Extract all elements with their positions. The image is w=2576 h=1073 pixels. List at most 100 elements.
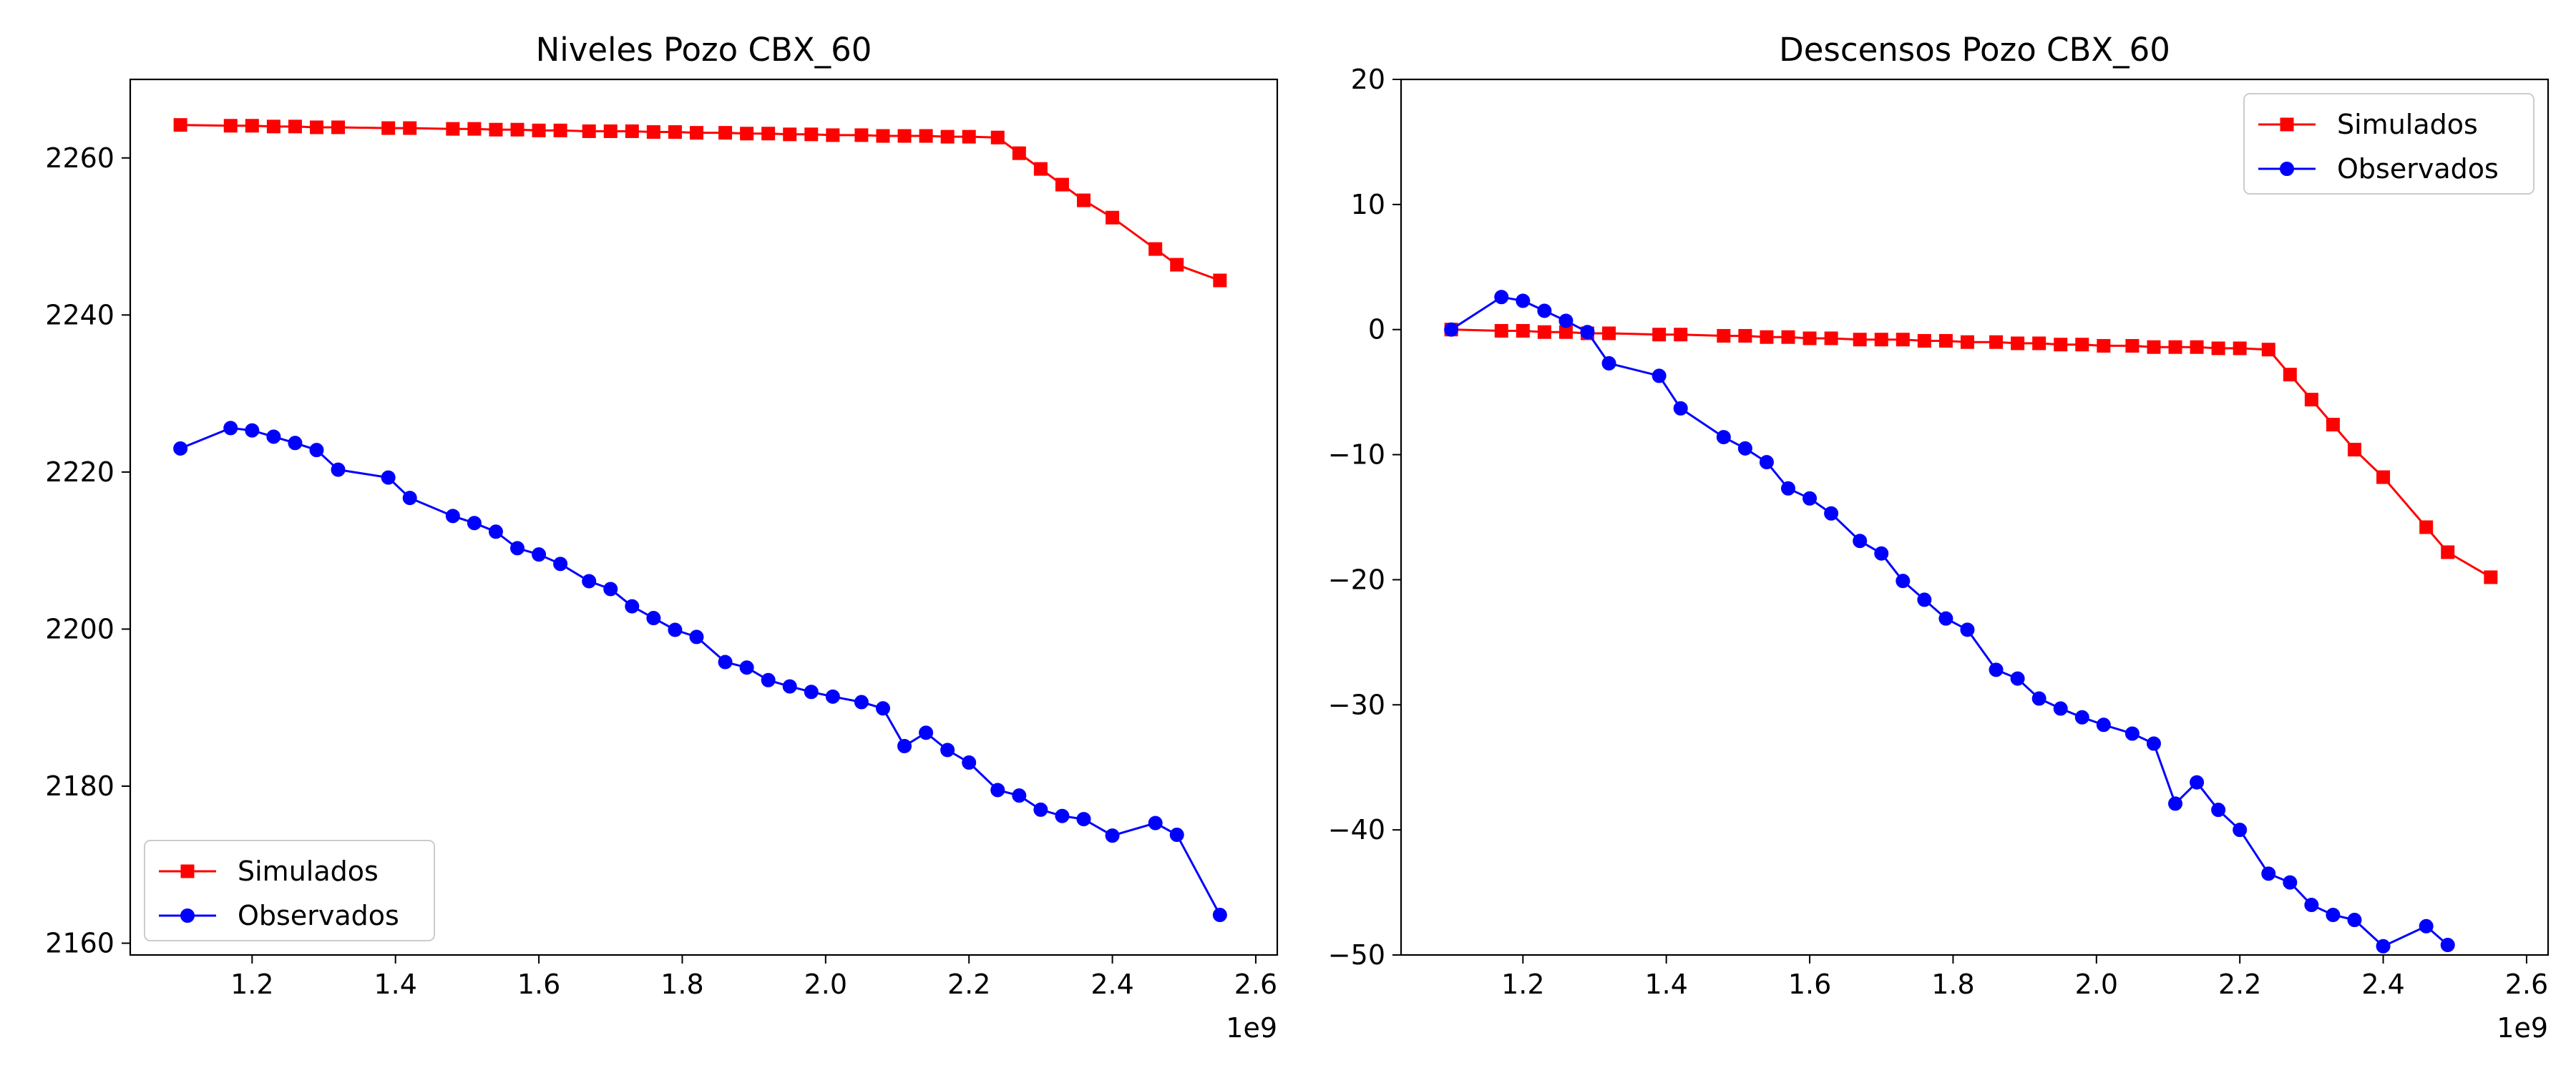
axes-frame	[129, 78, 1279, 956]
data-point	[467, 516, 482, 531]
data-point	[990, 783, 1005, 798]
data-point	[1076, 193, 1091, 207]
data-point	[1824, 506, 1839, 521]
data-point	[1874, 546, 1889, 561]
y-tick-label: 20	[1351, 64, 1385, 95]
data-point	[1824, 331, 1838, 346]
data-point	[245, 119, 259, 133]
y-tick-label: −30	[1328, 689, 1385, 720]
data-point	[2261, 866, 2276, 881]
data-point	[381, 121, 396, 135]
data-point	[897, 738, 912, 753]
data-point	[1212, 908, 1227, 923]
axes-frame	[1400, 78, 2550, 956]
series-observados	[173, 421, 1227, 923]
x-tick-label: 1.6	[517, 969, 560, 1000]
legend: Simulados Observados	[2243, 93, 2534, 195]
data-point	[1652, 328, 1667, 342]
data-point	[1105, 828, 1120, 843]
data-point	[689, 629, 704, 645]
data-point	[625, 124, 639, 138]
data-point	[553, 557, 568, 572]
x-tick-label: 2.2	[947, 969, 990, 1000]
legend-marker	[180, 864, 195, 878]
data-point	[1170, 258, 1184, 272]
data-point	[331, 120, 346, 134]
y-tick-label: −10	[1328, 439, 1385, 471]
chart-panel-1: Niveles Pozo CBX_60 1.2 1.4 1.6 1.8 2.0 2.2 2.4…	[45, 31, 1279, 1044]
x-offset-label: 1e9	[1226, 1012, 1277, 1044]
data-point	[510, 541, 525, 556]
data-point	[223, 119, 238, 133]
data-point	[1602, 326, 1616, 340]
data-point	[1558, 313, 1574, 328]
data-point	[740, 127, 754, 141]
data-point	[1444, 322, 1459, 337]
data-point	[1737, 441, 1752, 456]
data-point	[804, 127, 819, 142]
data-point	[489, 122, 503, 137]
plot-area	[1444, 290, 2498, 954]
x-offset-label: 1e9	[2497, 1012, 2548, 1044]
data-point	[783, 127, 797, 142]
data-point	[2440, 938, 2455, 953]
x-tick-label: 1.4	[1644, 969, 1687, 1000]
data-point	[288, 119, 302, 134]
data-point	[2441, 545, 2455, 559]
data-point	[2326, 418, 2340, 432]
y-tick-label: 0	[1368, 314, 1385, 346]
data-point	[990, 130, 1005, 144]
data-point	[2074, 710, 2089, 725]
data-point	[2233, 823, 2248, 838]
x-tick-label: 2.0	[804, 969, 847, 1000]
data-point	[1516, 323, 1530, 338]
data-point	[1989, 662, 2004, 677]
data-point	[2484, 570, 2498, 584]
x-tick-label: 2.6	[2505, 969, 2548, 1000]
data-point	[1106, 210, 1120, 225]
data-point	[553, 123, 567, 137]
x-tick-label: 1.2	[1501, 969, 1544, 1000]
data-point	[876, 129, 890, 143]
data-point	[1494, 290, 1509, 305]
data-point	[2031, 691, 2046, 706]
data-point	[2211, 803, 2226, 818]
data-point	[1076, 812, 1091, 827]
data-point	[1874, 333, 1888, 347]
data-point	[1781, 481, 1796, 496]
series-simulados	[1444, 323, 2498, 584]
data-point	[1938, 333, 1953, 348]
data-point	[782, 679, 797, 694]
data-point	[2211, 341, 2225, 356]
data-point	[826, 128, 840, 142]
y-tick-label: 2200	[45, 613, 114, 645]
legend-label: Simulados	[238, 856, 379, 887]
x-tick-label: 2.4	[1091, 969, 1133, 1000]
data-point	[2261, 343, 2275, 357]
data-point	[1494, 323, 1508, 338]
data-point	[532, 123, 546, 137]
data-point	[2233, 341, 2247, 356]
data-point	[173, 441, 188, 456]
data-point	[668, 125, 682, 139]
legend-label: Observados	[238, 900, 399, 931]
data-point	[2147, 340, 2161, 354]
data-point	[2168, 796, 2183, 811]
data-point	[2124, 726, 2140, 741]
x-tick-label: 1.8	[1931, 969, 1974, 1000]
data-point	[1759, 455, 1774, 470]
data-point	[582, 124, 596, 138]
data-point	[1652, 368, 1667, 383]
data-point	[646, 611, 661, 626]
data-point	[689, 126, 703, 140]
legend: Simulados Observados	[144, 840, 435, 941]
data-point	[1853, 534, 1868, 549]
plot-area	[173, 118, 1227, 923]
data-point	[2347, 913, 2362, 928]
data-point	[2283, 368, 2297, 382]
x-tick-label: 2.0	[2075, 969, 2118, 1000]
legend-item-simulados: Simulados	[159, 856, 379, 887]
data-point	[532, 547, 547, 562]
y-tick-label: 2260	[45, 142, 114, 174]
